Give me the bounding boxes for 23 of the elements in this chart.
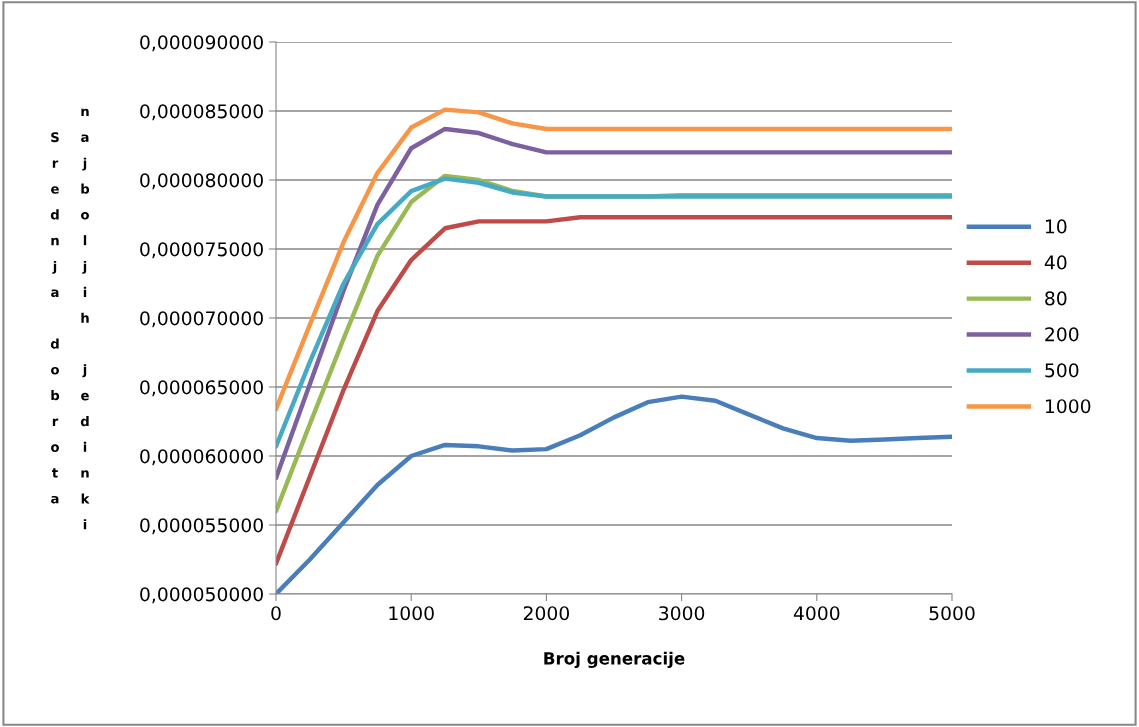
legend-label: 500 (1045, 363, 1079, 378)
legend-label: 40 (1044, 255, 1067, 270)
y-tick-label: 0,000070000 (140, 311, 263, 328)
x-tick-label: 4000 (793, 606, 840, 621)
y-tick-label: 0,000065000 (140, 380, 263, 397)
y-tick-label: 0,000090000 (140, 35, 263, 52)
legend-label: 10 (1045, 219, 1067, 234)
y-tick-label: 0,000050000 (140, 587, 263, 604)
text: Srednja dobrota najboljih jedinki (50, 108, 90, 530)
x-tick-label: 1000 (389, 606, 434, 621)
y-tick-label: 0,000060000 (140, 449, 263, 466)
x-tick-label: 5000 (929, 606, 975, 621)
x-tick-label: 2000 (523, 606, 570, 621)
y-tick-label: 0,000075000 (140, 242, 263, 259)
x-tick-label: 3000 (659, 606, 705, 621)
legend-label: 80 (1045, 291, 1067, 306)
x-tick-label: 0 (271, 606, 281, 621)
legend-label: 200 (1045, 327, 1079, 342)
y-tick-label: 0,000080000 (140, 173, 263, 190)
legend-label: 1000 (1045, 399, 1091, 414)
y-tick-label: 0,000055000 (140, 518, 263, 535)
x-axis-title: Broj generacije (544, 651, 685, 668)
y-tick-label: 0,000085000 (140, 104, 263, 121)
